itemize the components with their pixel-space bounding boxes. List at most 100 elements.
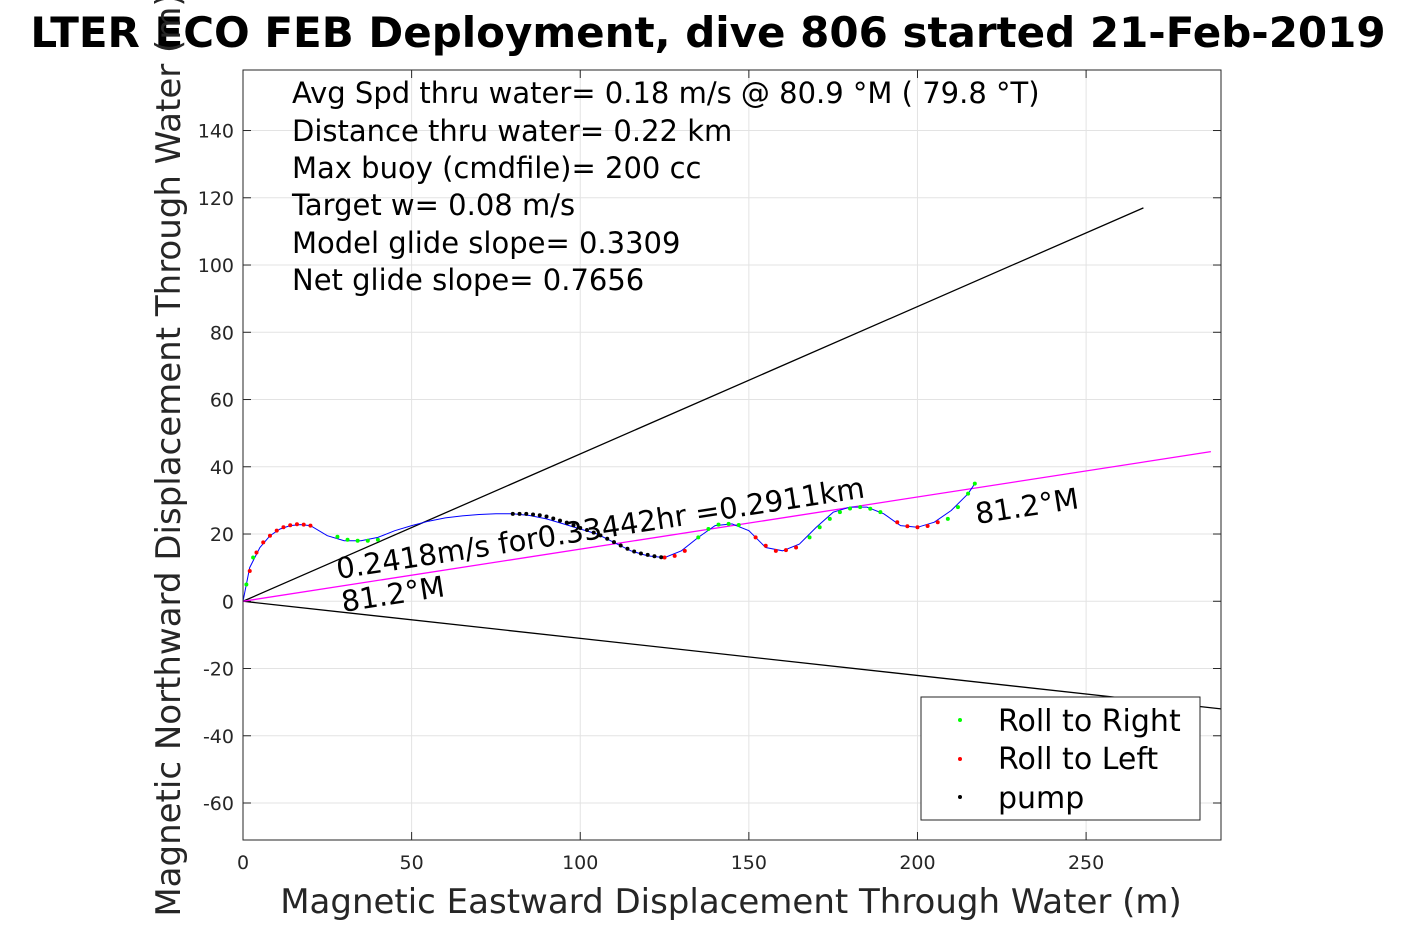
- info-target-w: Target w= 0.08 m/s: [291, 188, 575, 222]
- x-tick-label: 100: [562, 852, 598, 874]
- roll-right-point: [827, 516, 832, 521]
- roll-right-point: [868, 506, 873, 511]
- y-tick-label: -40: [203, 726, 234, 748]
- roll-left-point: [267, 533, 272, 538]
- roll-left-point: [261, 540, 266, 545]
- reference-line: [243, 450, 1211, 602]
- roll-right-point: [817, 525, 822, 530]
- roll-right-point: [945, 516, 950, 521]
- pump-point: [571, 523, 576, 528]
- roll-left-point: [905, 524, 910, 529]
- roll-left-point: [895, 520, 900, 525]
- roll-left-point: [288, 523, 293, 528]
- legend-label-roll-right: Roll to Right: [998, 704, 1181, 739]
- roll-right-point: [736, 522, 741, 527]
- legend-label-pump: pump: [998, 781, 1084, 816]
- pump-point: [645, 552, 650, 557]
- pump-point: [638, 551, 643, 556]
- pump-point: [591, 530, 596, 535]
- x-tick-label: 150: [731, 852, 767, 874]
- pump-point: [611, 540, 616, 545]
- y-tick-label: 20: [210, 524, 234, 546]
- roll-right-point: [837, 510, 842, 515]
- y-axis-label: Magnetic Northward Displacement Through …: [149, 0, 189, 917]
- x-tick-label: 0: [237, 852, 249, 874]
- pump-point: [537, 513, 542, 518]
- roll-left-point: [281, 525, 286, 530]
- y-tick-label: 140: [198, 121, 234, 143]
- x-axis-label: Magnetic Eastward Displacement Through W…: [280, 882, 1182, 922]
- info-max-buoy: Max buoy (cmdfile)= 200 cc: [292, 151, 701, 185]
- roll-left-point: [794, 545, 799, 550]
- roll-left-point: [308, 523, 313, 528]
- legend-marker-pump: [958, 795, 962, 799]
- roll-right-point: [335, 534, 340, 539]
- pump-point: [659, 555, 664, 560]
- pump-point: [632, 549, 637, 554]
- roll-right-point: [878, 510, 883, 515]
- y-tick-label: -20: [203, 659, 234, 681]
- pump-point: [524, 511, 529, 516]
- y-tick-label: -60: [203, 793, 234, 815]
- pump-point: [564, 520, 569, 525]
- roll-right-point: [955, 505, 960, 510]
- pump-point: [605, 536, 610, 541]
- roll-right-point: [807, 535, 812, 540]
- pump-point: [652, 554, 657, 559]
- roll-left-point: [935, 520, 940, 525]
- axis-ticks: 0 50 100 150 200 250 -60 -40 -20 0 20 40 60 80 100 120 1…: [198, 70, 1221, 874]
- roll-left-point: [662, 555, 667, 560]
- pump-point: [510, 511, 515, 516]
- info-avg-speed: Avg Spd thru water= 0.18 m/s @ 80.9 °M (…: [292, 76, 1040, 110]
- roll-left-point: [763, 543, 768, 548]
- y-tick-label: 0: [222, 591, 234, 613]
- pump-point: [558, 518, 563, 523]
- legend-box: [920, 696, 1201, 821]
- roll-left-point: [753, 535, 758, 540]
- y-tick-label: 40: [210, 457, 234, 479]
- y-tick-label: 80: [210, 322, 234, 344]
- glider-track: [243, 483, 976, 602]
- roll-right-point: [716, 522, 721, 527]
- info-net-glide-slope: Net glide slope= 0.7656: [292, 263, 644, 297]
- roll-left-point: [783, 548, 788, 553]
- info-model-glide-slope: Model glide slope= 0.3309: [292, 226, 680, 260]
- reference-line: [243, 207, 1144, 602]
- pump-point: [598, 533, 603, 538]
- roll-left-point: [925, 523, 930, 528]
- pump-point: [578, 525, 583, 530]
- pump-point: [584, 527, 589, 532]
- y-tick-label: 120: [198, 188, 234, 210]
- pump-point: [517, 511, 522, 516]
- roll-right-point: [355, 538, 360, 543]
- roll-right-point: [244, 582, 249, 587]
- grid: [242, 70, 1221, 840]
- x-tick-label: 200: [899, 852, 935, 874]
- roll-right-point: [365, 538, 370, 543]
- legend: Roll to Right Roll to Left pump: [920, 696, 1201, 821]
- roll-left-point: [247, 569, 252, 574]
- info-distance: Distance thru water= 0.22 km: [292, 114, 732, 148]
- roll-left-point: [274, 528, 279, 533]
- y-tick-label: 60: [210, 390, 234, 412]
- x-tick-label: 250: [1068, 852, 1104, 874]
- roll-right-point: [375, 537, 380, 542]
- roll-right-point: [848, 506, 853, 511]
- plot-frame: [242, 69, 1222, 841]
- roll-left-point: [672, 553, 677, 558]
- chart-title: LTER ECO FEB Deployment, dive 806 starte…: [30, 8, 1385, 57]
- pump-point: [625, 546, 630, 551]
- pump-point: [618, 543, 623, 548]
- roll-right-point: [345, 537, 350, 542]
- legend-marker-roll-left: [958, 757, 962, 761]
- reference-lines: [243, 207, 1221, 710]
- reference-line: [243, 600, 1221, 710]
- roll-right-point: [972, 481, 977, 486]
- roll-right-point: [696, 535, 701, 540]
- x-tick-label: 50: [400, 852, 424, 874]
- roll-right-point: [966, 491, 971, 496]
- legend-marker-roll-right: [958, 718, 962, 722]
- legend-label-roll-left: Roll to Left: [998, 742, 1158, 777]
- data-points: [244, 481, 977, 587]
